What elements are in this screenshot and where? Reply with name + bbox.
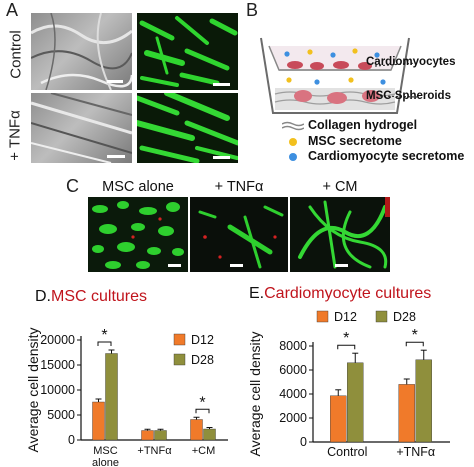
legend-label: D28 — [393, 310, 416, 324]
bar — [415, 359, 432, 443]
x-tick-label: +CM — [192, 445, 216, 457]
y-tick-label: 4000 — [279, 387, 307, 401]
bar — [347, 362, 364, 443]
panel-c-label-msc-alone: MSC alone — [102, 179, 174, 195]
panel-b-legend: Collagen hydrogel MSC secretome Cardiomy… — [282, 118, 472, 164]
scale-bar — [107, 155, 125, 158]
legend-label-collagen: Collagen hydrogel — [308, 118, 418, 132]
panel-a-row-label-control: Control — [7, 30, 25, 79]
y-tick-label: 0 — [300, 435, 307, 449]
msc-spheroids — [294, 90, 380, 104]
fluorescence-texture — [92, 201, 184, 269]
micrograph-tnf — [190, 197, 288, 272]
chart-cardiomyocyte-cultures: Average cell density 0 2000 4000 6000 8000 Con… — [247, 310, 450, 459]
panel-d-heading: D.MSC cultures — [35, 288, 147, 306]
panel-c-letter: C — [66, 176, 79, 196]
x-tick-label: +TNFα — [137, 445, 172, 457]
scale-bar — [213, 83, 230, 86]
bar — [190, 419, 203, 441]
label-cardiomyocytes: Cardiomyocytes — [366, 56, 456, 68]
y-axis-label: Average cell density — [247, 331, 263, 456]
fluorescence-texture — [198, 205, 284, 269]
cardiomyocyte-secretome-icon — [289, 153, 297, 161]
y-axis-label: Average cell density — [25, 327, 41, 452]
legend-label-msc-secretome: MSC secretome — [308, 134, 402, 148]
panel-b-letter: B — [246, 0, 259, 20]
label-msc-spheroids: MSC Spheroids — [366, 90, 451, 102]
micrograph-cm — [290, 197, 390, 272]
y-tick-label: 10000 — [40, 383, 75, 397]
fluorescence-texture — [298, 197, 390, 269]
bar — [203, 428, 216, 441]
x-tick-label: MSC — [93, 445, 118, 457]
significance-bracket — [195, 408, 210, 414]
cardiomyocyte-cells — [287, 61, 372, 70]
brightfield-texture — [31, 93, 132, 163]
msc-secretome-icon — [289, 138, 297, 146]
y-tick-label: 20000 — [40, 333, 75, 347]
bar — [398, 384, 415, 443]
bar — [141, 430, 154, 441]
x-tick-label: alone — [92, 457, 119, 467]
legend-item-msc-secretome: MSC secretome — [282, 134, 472, 149]
y-tick-label: 2000 — [279, 411, 307, 425]
x-tick-label: +TNFα — [396, 445, 435, 459]
scale-bar — [230, 264, 243, 267]
significance-bracket — [337, 344, 356, 350]
panel-a-letter: A — [6, 0, 19, 20]
legend-swatch — [375, 310, 388, 323]
scale-bar — [168, 264, 181, 267]
legend-swatch — [173, 333, 186, 346]
scale-bar — [213, 156, 230, 159]
micrograph-fluorescence-control — [137, 13, 238, 90]
micrograph-fluorescence-tnf — [137, 93, 238, 163]
panel-d-letter: D. — [35, 288, 51, 305]
y-tick-label: 8000 — [279, 339, 307, 353]
panel-c-label-cm: + CM — [322, 179, 358, 195]
micrograph-brightfield-control — [31, 13, 132, 90]
fluorescence-texture — [137, 93, 238, 163]
significance-bracket — [97, 341, 112, 346]
scale-bar — [335, 264, 348, 267]
bar — [105, 353, 118, 441]
legend-swatch — [173, 353, 186, 366]
panel-e-letter: E. — [249, 285, 265, 302]
significance-marker: * — [199, 394, 205, 411]
significance-marker: * — [101, 327, 107, 344]
secretome-dots-upper — [284, 48, 380, 58]
legend-item-collagen: Collagen hydrogel — [282, 118, 472, 134]
y-tick-label: 6000 — [279, 363, 307, 377]
legend-label: D28 — [191, 353, 214, 367]
fluorescence-texture — [139, 16, 238, 87]
scale-bar — [107, 80, 123, 83]
panel-a-row-label-tnf: + TNFα — [6, 110, 24, 161]
cardiomyocytes-leader-line — [374, 62, 418, 67]
bar — [154, 430, 167, 441]
legend-label: D12 — [334, 310, 357, 324]
x-tick-label: Control — [327, 445, 367, 459]
y-tick-label: 0 — [68, 433, 75, 447]
legend-label: D12 — [191, 333, 214, 347]
panel-e-heading: E.Cardiomyocyte cultures — [249, 285, 431, 303]
panel-d-title: MSC cultures — [51, 288, 148, 305]
y-tick-label: 15000 — [40, 358, 75, 372]
micrograph-msc-alone — [88, 197, 188, 272]
collagen-hydrogel-icon — [282, 121, 304, 131]
significance-bracket — [405, 341, 424, 347]
secretome-dots-lower — [286, 77, 386, 85]
significance-marker: * — [412, 327, 418, 344]
bar — [330, 395, 347, 443]
significance-marker: * — [343, 330, 349, 347]
transwell-diagram — [260, 37, 418, 114]
brightfield-texture — [31, 13, 132, 90]
panel-e-title: Cardiomyocyte cultures — [264, 285, 432, 302]
legend-item-cardiomyocyte-secretome: Cardiomyocyte secretome — [282, 149, 472, 164]
bar — [92, 401, 105, 441]
panel-c-label-tnf: + TNFα — [214, 179, 264, 195]
chart-msc-cultures: Average cell density 0 5000 10000 15000 20000… — [25, 327, 228, 467]
legend-swatch — [316, 310, 329, 323]
y-tick-label: 5000 — [47, 408, 75, 422]
micrograph-brightfield-tnf — [31, 93, 132, 163]
legend-label-cardiomyocyte-secretome: Cardiomyocyte secretome — [308, 149, 465, 163]
